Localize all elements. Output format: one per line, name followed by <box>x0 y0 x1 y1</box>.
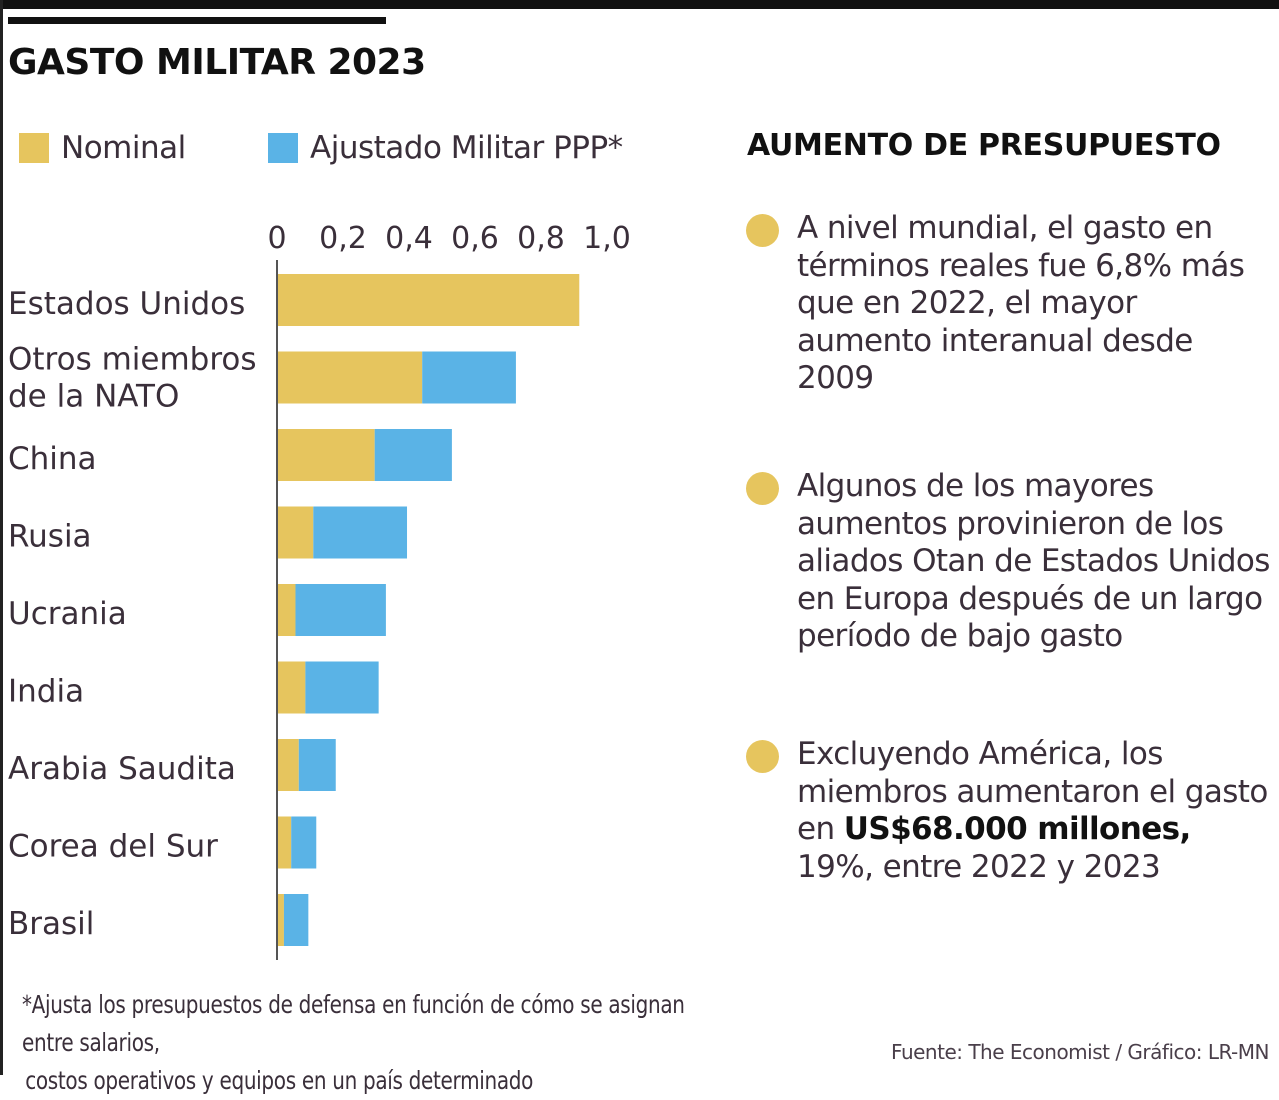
category-label-line: Brasil <box>8 906 94 942</box>
side-heading: AUMENTO DE PRESUPUESTO <box>747 128 1221 163</box>
x-tick-label: 1,0 <box>583 221 631 256</box>
chart-title: GASTO MILITAR 2023 <box>8 42 426 83</box>
bar-ppp <box>422 351 516 404</box>
bar-ppp <box>298 739 336 791</box>
bar-ppp <box>305 661 379 714</box>
bar-ppp <box>291 816 317 869</box>
bullet-dot <box>746 740 779 773</box>
bar-nominal <box>277 429 375 481</box>
category-label: Estados Unidos <box>8 286 245 322</box>
bar-nominal <box>277 816 292 869</box>
category-label: Otros miembros de la NATO <box>8 342 257 415</box>
category-label-line: China <box>8 441 97 477</box>
bullet-2: Algunos de los mayores aumentos provinie… <box>746 468 1276 656</box>
category-label-line: Otros miembros <box>8 342 257 378</box>
x-tick-label: 0 <box>267 221 286 256</box>
category-label-line: Arabia Saudita <box>8 751 236 787</box>
bar-nominal <box>277 661 306 714</box>
legend-item-ppp: Ajustado Militar PPP* <box>268 128 623 168</box>
source-credit: Fuente: The Economist / Gráfico: LR-MN <box>891 1040 1269 1064</box>
bullet-3-text-after: 19%, entre 2022 y 2023 <box>797 848 1161 885</box>
footnote-line-2: costos operativos y equipos en un país d… <box>25 1066 534 1095</box>
legend-swatch-nominal <box>19 133 49 163</box>
legend-label-ppp: Ajustado Militar PPP* <box>310 130 623 166</box>
bullet-dot <box>746 472 779 505</box>
footnote-line-1: *Ajusta los presupuestos de defensa en f… <box>22 990 685 1057</box>
bar-ppp <box>283 894 309 946</box>
bullet-3-text: Excluyendo América, los miembros aumenta… <box>797 736 1276 886</box>
category-label-line: de la NATO <box>8 379 179 415</box>
category-label: India <box>8 674 84 710</box>
top-rule <box>0 0 1279 9</box>
bullet-dot <box>746 214 779 247</box>
category-label: Brasil <box>8 906 94 942</box>
bar-nominal <box>277 894 284 946</box>
category-label-line: Ucrania <box>8 596 127 632</box>
x-tick-label: 0,8 <box>517 221 565 256</box>
bullet-1-text: A nivel mundial, el gasto en términos re… <box>797 210 1245 396</box>
legend-swatch-ppp <box>268 133 298 163</box>
bullet-2-text: Algunos de los mayores aumentos provinie… <box>797 468 1270 654</box>
bullet-1: A nivel mundial, el gasto en términos re… <box>746 210 1276 398</box>
bar-nominal <box>277 506 314 559</box>
category-label: Rusia <box>8 519 92 555</box>
bar-ppp <box>313 506 408 559</box>
bullet-3-amount: US$68.000 millones, <box>843 811 1191 847</box>
bar-ppp <box>374 429 452 481</box>
category-label-line: Estados Unidos <box>8 286 245 322</box>
category-label: China <box>8 441 97 477</box>
legend-label-nominal: Nominal <box>61 130 186 166</box>
category-label: Ucrania <box>8 596 127 632</box>
x-tick-label: 0,2 <box>319 221 367 256</box>
x-tick-label: 0,6 <box>451 221 499 256</box>
category-label-line: Corea del Sur <box>8 829 218 865</box>
category-label-line: India <box>8 674 84 710</box>
legend-item-nominal: Nominal <box>19 128 186 168</box>
footnote: *Ajusta los presupuestos de defensa en f… <box>22 986 718 1100</box>
title-rule <box>8 17 386 24</box>
bar-nominal <box>277 739 299 791</box>
bar-ppp <box>295 584 386 636</box>
bar-nominal <box>277 274 580 326</box>
bullet-3-text-before: Excluyendo América, los miembros aumenta… <box>797 736 1268 847</box>
left-rule <box>0 0 3 1075</box>
category-label: Corea del Sur <box>8 829 218 865</box>
category-label-line: Rusia <box>8 519 92 555</box>
bullet-3: Excluyendo América, los miembros aumenta… <box>746 736 1276 886</box>
x-tick-label: 0,4 <box>385 221 433 256</box>
bar-nominal <box>277 584 296 636</box>
category-label: Arabia Saudita <box>8 751 236 787</box>
bar-nominal <box>277 351 423 404</box>
bar-chart: 0 0,2 0,4 0,6 0,8 1,0 Estados Unidos Otros miem… <box>8 221 631 960</box>
